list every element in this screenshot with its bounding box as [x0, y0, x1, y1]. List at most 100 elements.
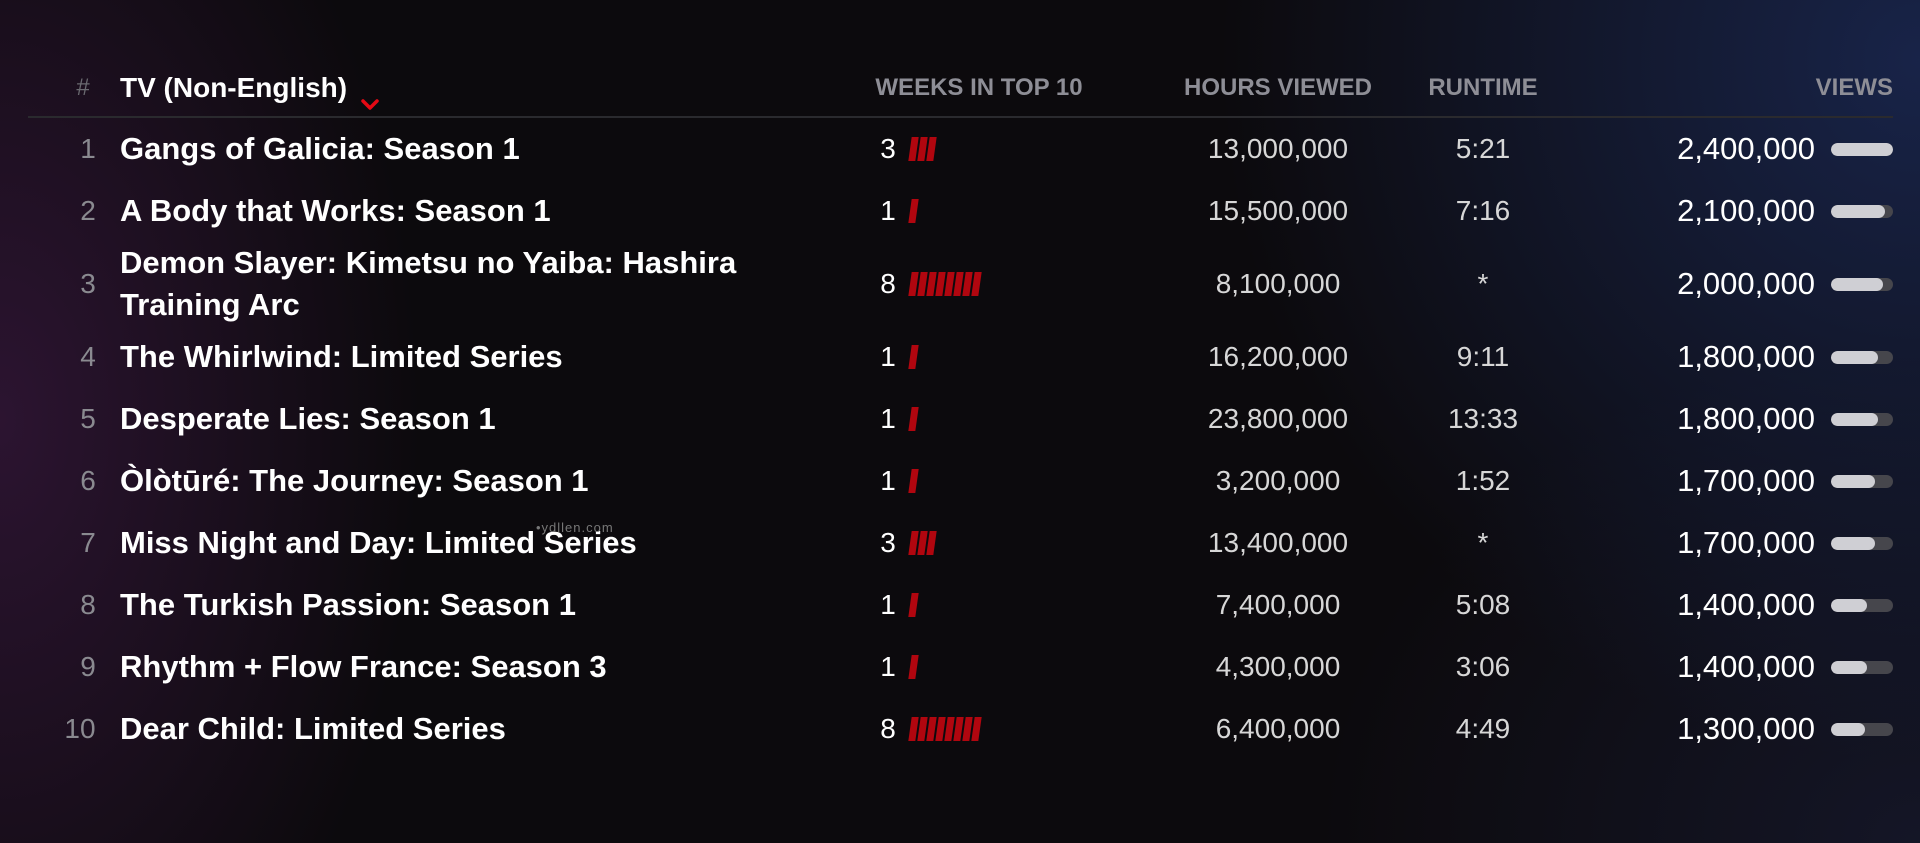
show-title[interactable]: Rhythm + Flow France: Season 3	[120, 649, 607, 684]
views-bar-track	[1831, 204, 1893, 218]
weeks-count: 1	[880, 589, 896, 620]
category-dropdown[interactable]: TV (Non-English)	[120, 60, 379, 116]
views-count: 1,700,000	[1677, 463, 1815, 498]
show-title[interactable]: Demon Slayer: Kimetsu no Yaiba: Hashira …	[120, 245, 737, 322]
weeks-count: 1	[880, 403, 896, 434]
runtime-column-header: RUNTIME	[1428, 74, 1538, 101]
weeks-in-top10: 1	[874, 574, 919, 636]
views: 2,000,000	[1677, 242, 1893, 326]
watermark: •ydllen.com	[536, 520, 614, 535]
table-row[interactable]: 2 A Body that Works: Season 1 1 15,500,000 7…	[28, 180, 1893, 242]
weeks-bars	[908, 199, 919, 223]
weeks-in-top10: 3	[874, 118, 937, 180]
views-bar-fill	[1831, 536, 1875, 550]
weeks-count: 3	[880, 527, 896, 558]
table-row[interactable]: 5 Desperate Lies: Season 1 1 23,800,000 13:3…	[28, 388, 1893, 450]
views: 2,100,000	[1677, 180, 1893, 242]
table-row[interactable]: 7 Miss Night and Day: Limited Series 3 13,4…	[28, 512, 1893, 574]
rank-number: 2	[80, 195, 96, 226]
week-bar	[908, 345, 919, 369]
views: 1,800,000	[1677, 326, 1893, 388]
views-bar-fill	[1831, 277, 1883, 291]
hours-viewed: 6,400,000	[1215, 713, 1341, 744]
views-bar-fill	[1831, 660, 1868, 674]
show-title[interactable]: Desperate Lies: Season 1	[120, 401, 496, 436]
rank-number: 3	[80, 268, 96, 299]
show-title[interactable]: Gangs of Galicia: Season 1	[120, 131, 520, 166]
week-bar	[926, 137, 937, 161]
weeks-count: 1	[880, 651, 896, 682]
table-row[interactable]: 8 The Turkish Passion: Season 1 1 7,400,000…	[28, 574, 1893, 636]
weeks-bars	[908, 655, 919, 679]
weeks-bars	[908, 137, 937, 161]
views-bar-track	[1831, 142, 1893, 156]
weeks-in-top10: 1	[874, 388, 919, 450]
table-row[interactable]: 9 Rhythm + Flow France: Season 3 1 4,300,00…	[28, 636, 1893, 698]
hours-viewed: 15,500,000	[1207, 195, 1349, 226]
views-count: 1,300,000	[1677, 711, 1815, 746]
weeks-bars	[908, 469, 919, 493]
table-row[interactable]: 3 Demon Slayer: Kimetsu no Yaiba: Hashira…	[28, 242, 1893, 326]
hours-viewed: 16,200,000	[1207, 341, 1349, 372]
hours-viewed: 7,400,000	[1215, 589, 1341, 620]
show-title[interactable]: The Whirlwind: Limited Series	[120, 339, 563, 374]
top10-table: # TV (Non-English) WEEKS IN TOP 10 HOURS…	[28, 60, 1893, 760]
weeks-count: 3	[880, 133, 896, 164]
views-bar-track	[1831, 536, 1893, 550]
rank-number: 4	[80, 341, 96, 372]
show-title[interactable]: A Body that Works: Season 1	[120, 193, 551, 228]
weeks-bars	[908, 717, 982, 741]
rank-number: 10	[64, 713, 96, 744]
week-bar	[971, 717, 982, 741]
weeks-count: 8	[880, 268, 896, 299]
show-title[interactable]: Dear Child: Limited Series	[120, 711, 506, 746]
table-row[interactable]: 6 Òlòtūré: The Journey: Season 1 1 3,200,00…	[28, 450, 1893, 512]
views-column-header: VIEWS	[1815, 74, 1893, 101]
views: 1,400,000	[1677, 574, 1893, 636]
views-count: 1,400,000	[1677, 649, 1815, 684]
views-count: 1,800,000	[1677, 401, 1815, 436]
views-bar-track	[1831, 598, 1893, 612]
hours-viewed: 3,200,000	[1215, 465, 1341, 496]
weeks-bars	[908, 272, 982, 296]
weeks-bars	[908, 593, 919, 617]
views-bar-fill	[1831, 204, 1886, 218]
weeks-count: 8	[880, 713, 896, 744]
table-row[interactable]: 4 The Whirlwind: Limited Series 1 16,200,00…	[28, 326, 1893, 388]
runtime: *	[1477, 527, 1489, 558]
weeks-in-top10: 8	[874, 242, 982, 326]
week-bar	[908, 199, 919, 223]
runtime: 5:08	[1455, 589, 1511, 620]
week-bar	[908, 469, 919, 493]
table-row[interactable]: 1 Gangs of Galicia: Season 1 3 13,000,000 5:…	[28, 118, 1893, 180]
views-bar-fill	[1831, 412, 1878, 426]
views: 1,700,000	[1677, 450, 1893, 512]
weeks-in-top10: 3	[874, 512, 937, 574]
weeks-in-top10: 1	[874, 180, 919, 242]
rank-number: 7	[80, 527, 96, 558]
rank-number: 5	[80, 403, 96, 434]
views-count: 2,000,000	[1677, 266, 1815, 301]
hours-viewed: 13,000,000	[1207, 133, 1349, 164]
views-count: 2,400,000	[1677, 131, 1815, 166]
views-bar-track	[1831, 350, 1893, 364]
show-title[interactable]: Miss Night and Day: Limited Series	[120, 525, 637, 560]
week-bar	[908, 593, 919, 617]
views-bar-track	[1831, 412, 1893, 426]
views-bar-fill	[1831, 142, 1893, 156]
runtime: 9:11	[1456, 341, 1510, 372]
table-row[interactable]: 10 Dear Child: Limited Series 8 6,400,000 4:…	[28, 698, 1893, 760]
rank-number: 9	[80, 651, 96, 682]
views-bar-track	[1831, 474, 1893, 488]
views-bar-fill	[1831, 598, 1868, 612]
show-title[interactable]: The Turkish Passion: Season 1	[120, 587, 576, 622]
views-count: 1,700,000	[1677, 525, 1815, 560]
table-header: # TV (Non-English) WEEKS IN TOP 10 HOURS…	[28, 60, 1893, 118]
hours-viewed: 23,800,000	[1207, 403, 1349, 434]
table-body: 1 Gangs of Galicia: Season 1 3 13,000,000 5:…	[28, 118, 1893, 760]
runtime: 1:52	[1455, 465, 1511, 496]
runtime: *	[1477, 268, 1489, 299]
week-bar	[926, 531, 937, 555]
show-title[interactable]: Òlòtūré: The Journey: Season 1	[120, 463, 589, 498]
